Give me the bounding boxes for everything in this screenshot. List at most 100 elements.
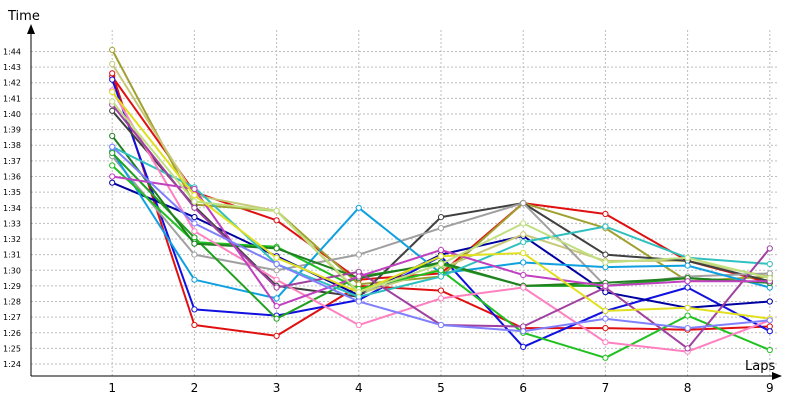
data-point [355,204,362,211]
data-point [109,60,116,68]
data-point [437,267,445,274]
data-point [766,328,773,335]
data-point [766,298,773,305]
x-tick-label: 2 [191,381,199,395]
data-point [437,273,445,280]
y-tick-label: 1:43 [3,63,21,72]
data-point [766,260,773,268]
y-tick-label: 1:33 [3,219,21,228]
data-point [602,210,609,218]
data-point [273,284,280,291]
y-tick-label: 1:28 [3,298,21,307]
data-point [602,259,609,266]
data-point [437,253,445,260]
y-tick-label: 1:25 [3,344,21,353]
data-point [602,307,609,314]
data-point [684,312,691,319]
y-axis-title: Time [7,9,40,24]
data-point [273,245,280,252]
data-point [602,325,609,332]
x-tick-label: 7 [602,381,610,395]
y-tick-label: 1:44 [3,47,21,56]
y-tick-label: 1:37 [3,157,21,166]
series [109,98,773,296]
y-tick-label: 1:27 [3,313,21,322]
y-tick-label: 1:36 [3,172,21,181]
gridlines [31,30,778,376]
data-point [520,231,527,238]
data-point [520,200,527,207]
data-point [520,239,527,246]
data-point [355,251,362,258]
y-tick-label: 1:42 [3,79,21,88]
y-tick-label: 1:24 [3,360,21,369]
data-point [109,149,116,157]
x-axis-arrow [772,372,782,380]
data-point [684,325,691,332]
data-point [520,259,527,266]
data-point [766,275,773,282]
data-point [191,228,198,235]
x-tick-label: 9 [766,381,774,395]
data-point [437,225,445,232]
data-point [684,254,691,261]
data-point [109,76,116,83]
y-tick-label: 1:41 [3,94,21,103]
data-point [273,207,280,214]
data-point [437,287,445,294]
data-point [602,282,609,289]
data-point [684,278,691,285]
data-point [191,192,198,199]
data-point [602,251,609,258]
y-axis-arrow [27,24,35,34]
data-point [109,143,116,150]
data-point [766,317,773,324]
y-tick-label: 1:26 [3,329,21,338]
data-point [109,162,116,169]
data-point [191,220,198,227]
data-point [684,262,691,269]
tick-labels: 1 2 3 4 5 6 7 8 9 1:24 1:25 1:26 1:27 1:28 1:29 1:30 1:3… [3,47,774,395]
data-point [191,198,198,205]
data-point [273,332,280,339]
data-point [109,46,116,54]
x-axis-title: Laps [745,359,775,374]
data-point [437,295,445,302]
data-point [109,70,116,77]
x-tick-label: 8 [684,381,692,395]
data-point [191,185,198,193]
y-tick-label: 1:32 [3,235,21,244]
data-point [355,298,362,305]
data-point [273,315,280,322]
data-point [684,284,691,291]
data-point [602,354,609,361]
series-lines [109,46,773,361]
data-point [273,217,280,224]
data-point [191,214,198,221]
data-point [109,98,116,105]
data-point [273,254,280,261]
x-tick-label: 4 [355,381,363,395]
y-tick-label: 1:30 [3,266,21,275]
y-tick-label: 1:29 [3,282,21,291]
data-point [520,271,527,279]
data-point [191,204,198,211]
series [109,143,773,335]
data-point [437,260,445,268]
data-point [273,276,280,283]
data-point [109,107,116,114]
y-tick-label: 1:31 [3,251,21,260]
y-tick-label: 1:35 [3,188,21,197]
data-point [191,321,198,329]
data-point [437,246,445,254]
x-tick-label: 5 [437,381,445,395]
data-point [766,346,773,354]
data-point [109,173,116,180]
data-point [273,267,280,274]
series [109,148,773,302]
data-point [520,284,527,291]
data-point [355,273,362,280]
data-point [684,304,691,311]
